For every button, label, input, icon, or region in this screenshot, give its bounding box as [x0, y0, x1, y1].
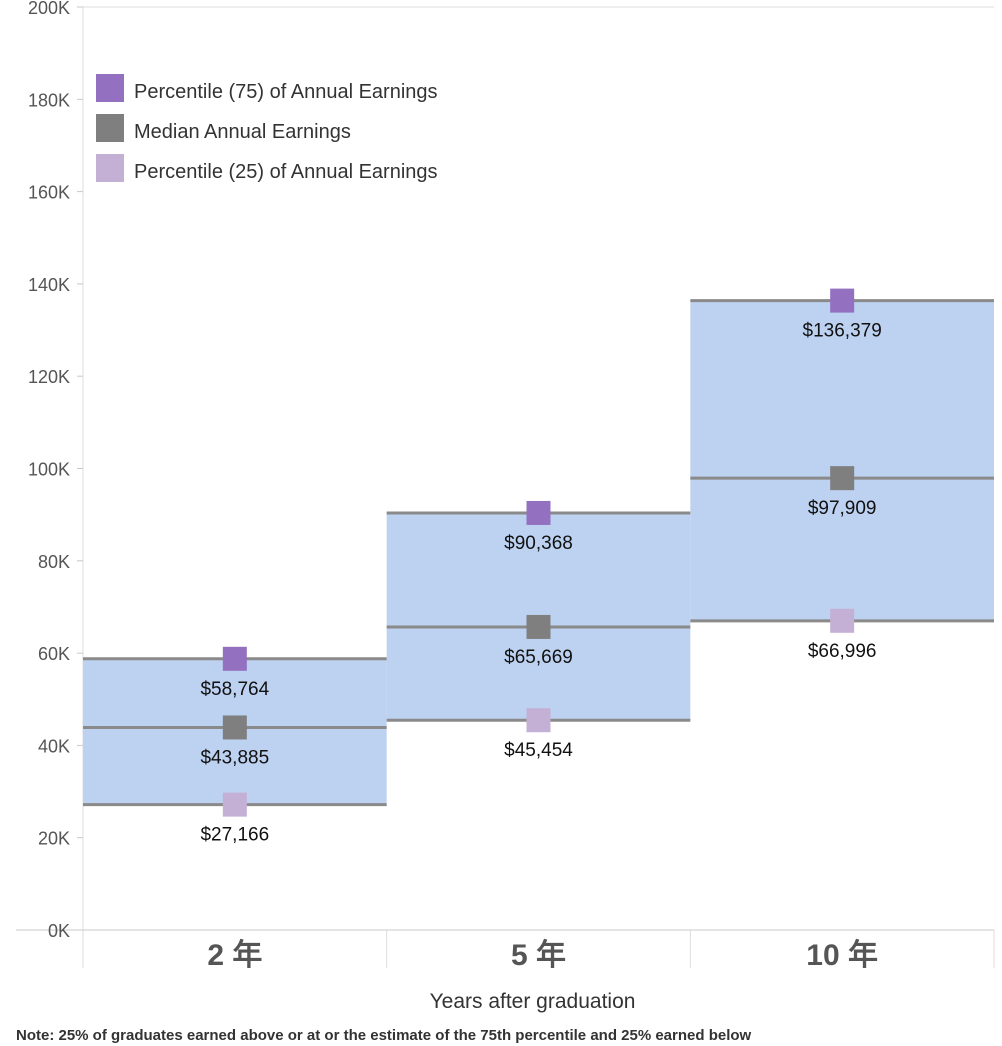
data-label: $45,454: [504, 740, 573, 761]
chart-svg: 0K 20K 40K 60K 80K 100K 120K 140K 160K 180K 200K $5…: [16, 0, 995, 1013]
y-tick-label: 60K: [38, 644, 70, 664]
legend-swatch: [96, 114, 124, 142]
data-label: $43,885: [200, 747, 269, 768]
y-tick-label: 120K: [28, 367, 70, 387]
data-marker: [830, 608, 855, 633]
y-tick-label: 140K: [28, 275, 70, 295]
x-tick-label: 2 年: [207, 939, 262, 972]
legend-swatch: [96, 74, 124, 102]
y-tick-label: 200K: [28, 0, 70, 18]
data-marker: [222, 715, 247, 740]
y-tick-label: 40K: [38, 736, 70, 756]
x-tick-label: 10 年: [806, 939, 878, 972]
legend-swatch: [96, 154, 124, 182]
footnote: Note: 25% of graduates earned above or a…: [16, 1027, 752, 1044]
y-tick-label: 160K: [28, 183, 70, 203]
y-tick-label: 100K: [28, 460, 70, 480]
data-label: $97,909: [808, 498, 877, 519]
data-label: $136,379: [803, 321, 882, 342]
data-label: $58,764: [200, 679, 269, 700]
data-label: $27,166: [200, 825, 269, 846]
y-tick-label: 0K: [48, 921, 70, 941]
x-tick-label: 5 年: [511, 939, 566, 972]
data-label: $66,996: [808, 641, 877, 662]
data-label: $90,368: [504, 533, 573, 554]
data-marker: [222, 646, 247, 671]
data-marker: [526, 500, 551, 525]
x-axis-title: Years after graduation: [430, 990, 636, 1013]
data-label: $65,669: [504, 647, 573, 668]
data-marker: [526, 614, 551, 639]
legend-label: Percentile (25) of Annual Earnings: [134, 161, 438, 183]
data-marker: [830, 466, 855, 491]
data-marker: [526, 708, 551, 733]
iqr-band: [690, 300, 994, 621]
y-tick-label: 20K: [38, 829, 70, 849]
legend-label: Median Annual Earnings: [134, 121, 351, 143]
data-marker: [222, 792, 247, 817]
data-marker: [830, 288, 855, 313]
y-tick-label: 180K: [28, 90, 70, 110]
legend-label: Percentile (75) of Annual Earnings: [134, 81, 438, 103]
y-tick-label: 80K: [38, 552, 70, 572]
